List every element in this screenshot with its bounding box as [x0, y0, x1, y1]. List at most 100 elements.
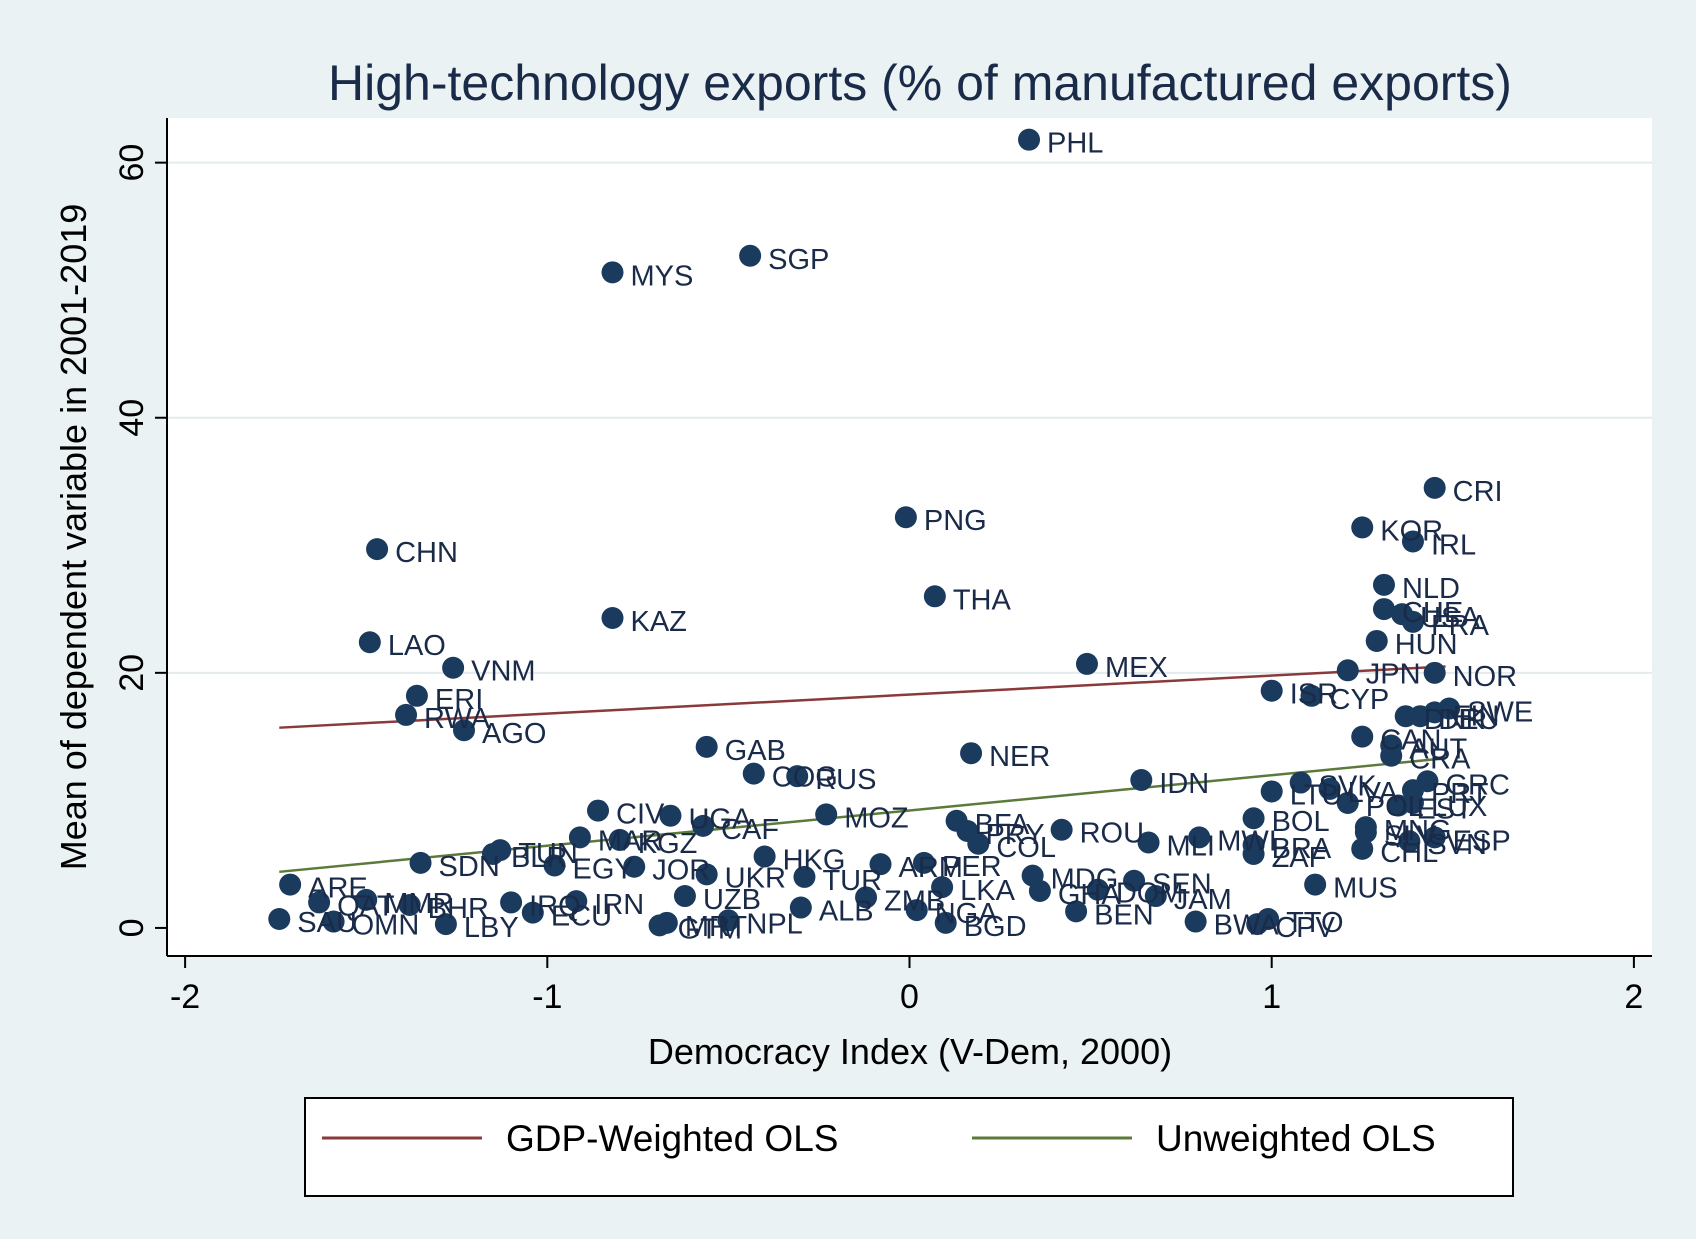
x-tick-label: 2	[1624, 978, 1643, 1016]
legend-label-unweighted: Unweighted OLS	[1156, 1118, 1436, 1159]
data-point	[1401, 610, 1424, 633]
data-point	[894, 506, 917, 529]
data-point	[1336, 659, 1359, 682]
data-label: CHN	[395, 537, 458, 569]
data-label: RWA	[424, 703, 491, 735]
data-label: MAR	[598, 825, 662, 857]
data-point	[742, 762, 765, 785]
data-label: BOL	[1272, 806, 1330, 838]
data-label: UGA	[688, 804, 752, 836]
data-point	[1423, 476, 1446, 499]
data-label: JAM	[1174, 884, 1232, 916]
data-label: CRI	[1453, 476, 1503, 508]
data-point	[442, 656, 465, 679]
data-label: THA	[953, 584, 1012, 616]
data-point	[1300, 684, 1323, 707]
data-label: POL	[1366, 791, 1424, 823]
data-point	[279, 873, 302, 896]
data-point	[695, 735, 718, 758]
data-point	[869, 853, 892, 876]
data-point	[1409, 705, 1432, 728]
data-point	[923, 585, 946, 608]
data-label: MUS	[1333, 873, 1397, 905]
data-point	[786, 765, 809, 788]
data-label: VNM	[471, 656, 535, 688]
data-point	[739, 244, 762, 267]
data-point	[1028, 879, 1051, 902]
data-point	[1018, 128, 1041, 151]
data-point	[695, 863, 718, 886]
data-point	[1351, 516, 1374, 539]
data-label: SVN	[1427, 829, 1487, 861]
data-label: ROU	[1080, 818, 1144, 850]
data-point	[659, 804, 682, 827]
data-label: SGP	[768, 244, 829, 276]
data-label: AUT	[1409, 734, 1467, 766]
data-label: DOM	[1116, 878, 1184, 910]
data-label: MMR	[384, 888, 453, 920]
data-label: FIN	[1453, 700, 1500, 732]
y-tick-label: 60	[113, 144, 151, 182]
data-label: EST	[1416, 793, 1473, 825]
data-point	[673, 885, 696, 908]
data-label: NPL	[746, 908, 802, 940]
data-label: KOR	[1380, 515, 1443, 547]
data-label: HUN	[1395, 629, 1458, 661]
data-label: CHE	[1402, 597, 1463, 629]
fit-lines	[279, 665, 1446, 874]
data-label: ECU	[551, 901, 612, 933]
y-axis-title: Mean of dependent variable in 2001-2019	[53, 204, 94, 871]
gridlines	[167, 161, 1652, 674]
data-point	[398, 893, 421, 916]
data-point	[1246, 913, 1269, 936]
y-ticks: 0 20 40 60	[113, 144, 167, 937]
data-label: USA	[1420, 602, 1480, 634]
y-tick-label: 20	[113, 654, 151, 692]
data-point	[1372, 598, 1395, 621]
data-point	[692, 814, 715, 837]
data-label: GRC	[1445, 769, 1509, 801]
data-point	[395, 703, 418, 726]
data-point	[453, 719, 475, 742]
data-point	[565, 890, 588, 913]
fit-line-unweighted	[279, 757, 1446, 874]
legend-box	[304, 1097, 1514, 1197]
x-axis-title: Democracy Index (V-Dem, 2000)	[648, 1031, 1172, 1072]
data-label: LBY	[464, 912, 519, 944]
data-label: MWI	[1217, 825, 1277, 857]
data-label: NER	[989, 741, 1050, 773]
data-label: OMN	[352, 910, 420, 942]
data-label: FRA	[1431, 610, 1490, 642]
data-label: JOR	[652, 855, 710, 887]
data-point	[608, 828, 631, 851]
data-label: LKA	[960, 875, 1015, 907]
y-tick-label: 40	[113, 399, 151, 437]
data-point	[358, 631, 381, 654]
data-label: BLR	[511, 842, 567, 874]
data-point	[855, 886, 878, 909]
data-point	[717, 909, 740, 932]
data-label: BGD	[964, 911, 1027, 943]
data-label: LVA	[1348, 777, 1399, 809]
data-point	[1144, 885, 1167, 908]
data-label: ISR	[1290, 679, 1338, 711]
data-point	[931, 876, 954, 899]
data-point	[793, 865, 816, 888]
data-label: GAB	[725, 735, 786, 767]
data-point	[543, 854, 566, 877]
legend-label-weighted: GDP-Weighted OLS	[506, 1118, 838, 1159]
data-label: QAT	[337, 890, 395, 922]
data-label: MDG	[1051, 864, 1119, 896]
data-label: CIV	[616, 799, 665, 831]
x-tick-label: -1	[532, 978, 562, 1016]
data-label: ARM	[899, 852, 963, 884]
data-label: BWA	[1214, 910, 1280, 942]
data-point	[1050, 818, 1073, 841]
data-label: SVK	[1319, 771, 1378, 803]
data-point	[1354, 821, 1377, 844]
data-point	[1075, 652, 1098, 675]
data-point	[355, 888, 378, 911]
data-point	[1289, 771, 1312, 794]
